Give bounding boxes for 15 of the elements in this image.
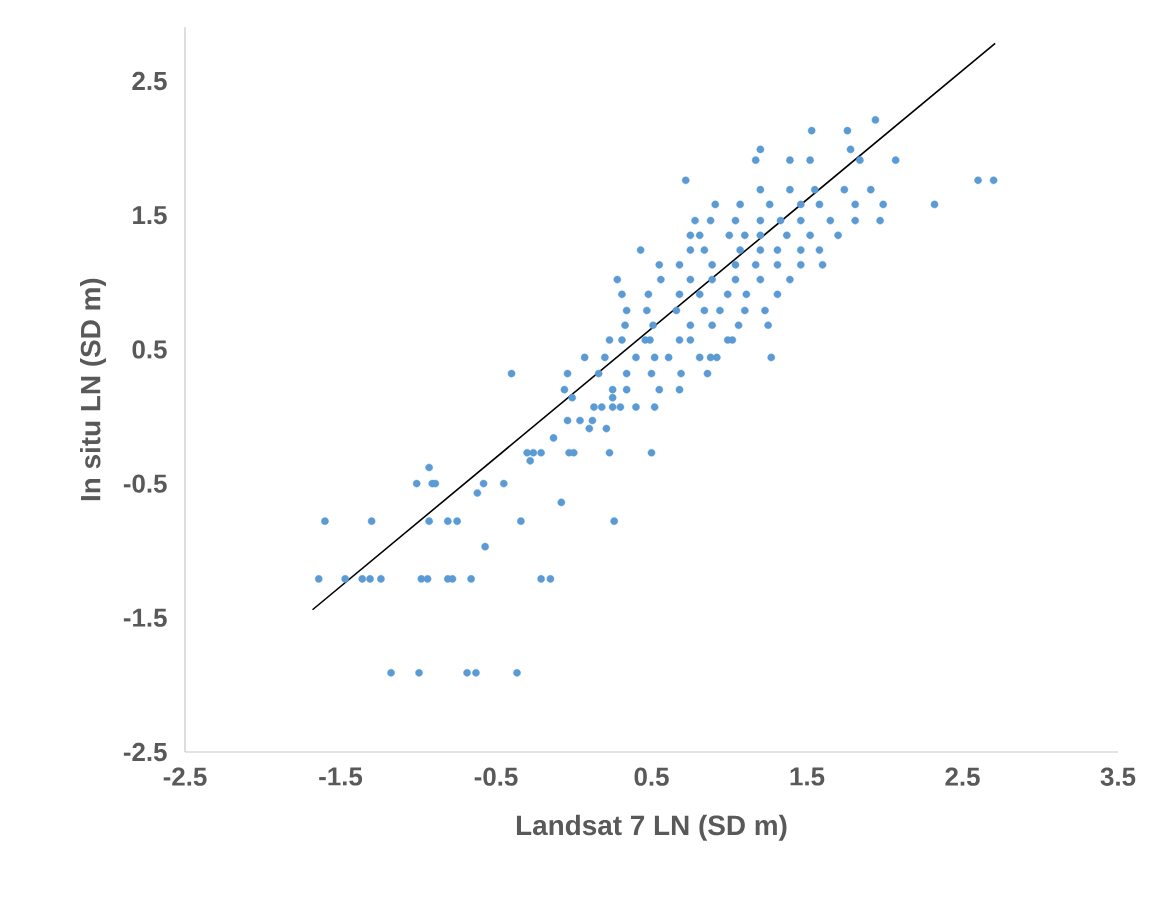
x-tick-label: 0.5 <box>634 767 669 786</box>
y-tick-label: 0.5 <box>132 340 167 359</box>
y-tick-label: -1.5 <box>123 608 167 627</box>
x-axis-title: Landsat 7 LN (SD m) <box>516 814 787 841</box>
x-tick-label: -2.5 <box>163 767 207 786</box>
x-tick-label: 1.5 <box>790 767 825 786</box>
y-tick-label: -0.5 <box>123 474 167 493</box>
y-axis-title: In situ LN (SD m) <box>80 278 106 501</box>
y-tick-label: 1.5 <box>133 206 167 225</box>
y-tick-label: 2.5 <box>132 71 167 91</box>
y-tick-label: -2.5 <box>123 742 167 762</box>
x-tick-label: -0.5 <box>474 767 518 786</box>
x-tick-label: 3.5 <box>1100 767 1136 786</box>
x-tick-label: -1.5 <box>319 767 363 786</box>
x-tick-label: 2.5 <box>945 767 980 786</box>
